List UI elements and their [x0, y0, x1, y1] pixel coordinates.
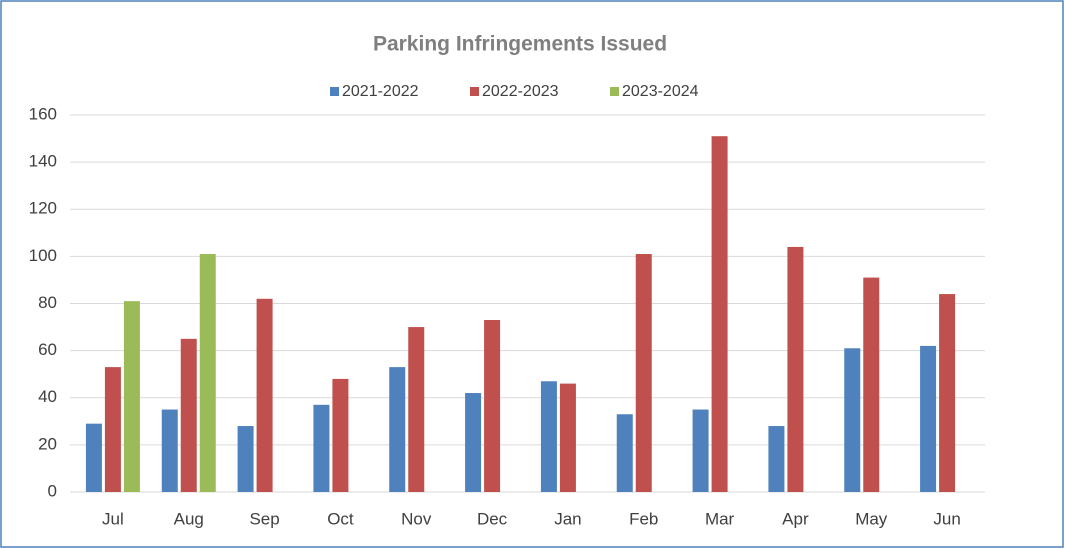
- legend-swatch: [610, 87, 619, 96]
- bar: [123, 301, 140, 492]
- y-tick-label: 0: [48, 481, 57, 500]
- y-tick-label: 80: [38, 293, 57, 312]
- bar: [85, 423, 102, 492]
- bar: [484, 319, 501, 492]
- legend-swatch: [470, 87, 479, 96]
- x-tick-label: Sep: [249, 509, 279, 528]
- x-tick-label: Dec: [477, 509, 508, 528]
- y-tick-label: 140: [29, 152, 57, 171]
- x-tick-label: Jun: [933, 509, 960, 528]
- x-tick-label: Apr: [782, 509, 809, 528]
- x-tick-label: Nov: [401, 509, 432, 528]
- x-tick-label: Feb: [629, 509, 658, 528]
- bar: [711, 136, 728, 493]
- y-tick-label: 120: [29, 199, 57, 218]
- bar: [920, 345, 937, 492]
- bar: [635, 254, 652, 492]
- bar: [559, 383, 576, 492]
- y-tick-label: 60: [38, 340, 57, 359]
- legend-label: 2022-2023: [482, 83, 559, 100]
- x-tick-label: Oct: [327, 509, 354, 528]
- x-tick-label: Aug: [174, 509, 204, 528]
- legend-swatch: [330, 87, 339, 96]
- bar: [616, 414, 633, 492]
- x-tick-label: Jul: [102, 509, 124, 528]
- x-tick-label: Jan: [554, 509, 581, 528]
- chart-title: Parking Infringements Issued: [373, 33, 667, 56]
- y-tick-label: 100: [29, 246, 57, 265]
- bar: [313, 404, 330, 492]
- bar: [863, 277, 880, 492]
- bar: [332, 378, 349, 492]
- legend-label: 2023-2024: [622, 83, 699, 100]
- bar: [199, 254, 216, 492]
- bar: [408, 327, 425, 492]
- y-tick-label: 20: [38, 434, 57, 453]
- y-tick-label: 40: [38, 387, 57, 406]
- bar: [692, 409, 709, 492]
- bar: [844, 348, 861, 492]
- bar: [787, 246, 804, 492]
- bar: [237, 426, 254, 492]
- x-tick-label: May: [855, 509, 888, 528]
- bar: [161, 409, 178, 492]
- bar: [180, 338, 197, 492]
- bar: [256, 298, 273, 492]
- bar: [540, 381, 557, 492]
- bar: [389, 367, 406, 492]
- legend-label: 2021-2022: [342, 83, 419, 100]
- bar: [939, 294, 956, 492]
- y-tick-label: 160: [29, 104, 57, 123]
- x-tick-label: Mar: [705, 509, 735, 528]
- bar: [768, 426, 785, 492]
- bar: [465, 393, 482, 492]
- bar: [104, 367, 121, 492]
